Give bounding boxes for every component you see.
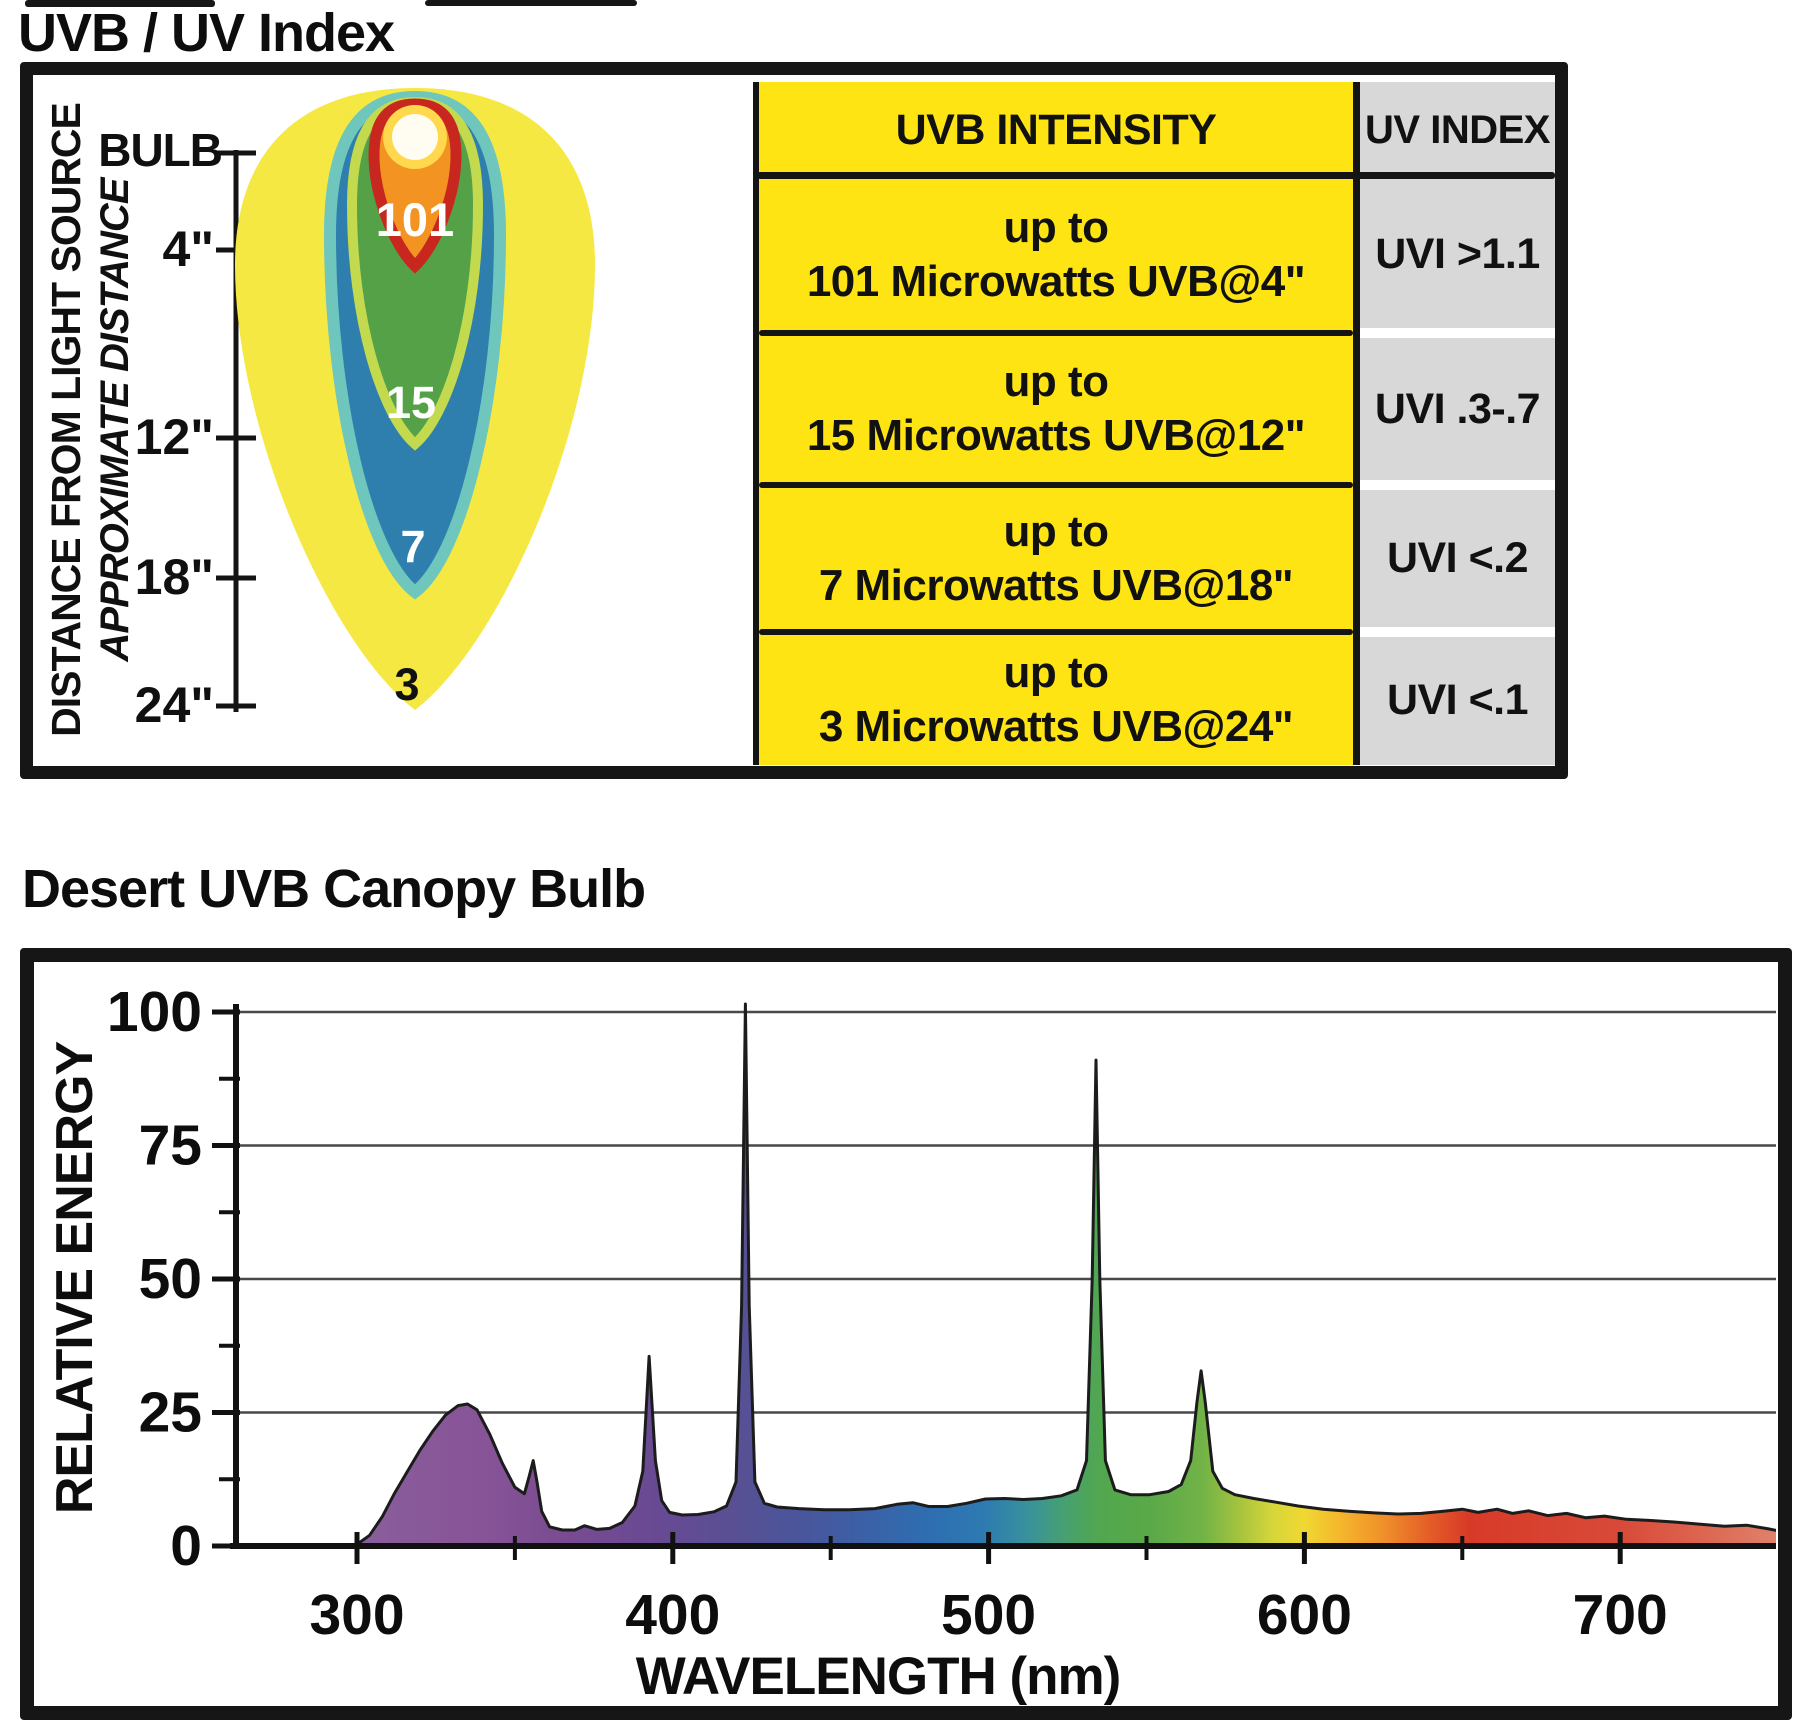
y-tick-label-0: 0 <box>170 1514 202 1578</box>
distance-label-18in: 18" <box>135 549 214 605</box>
spectrum-area <box>341 1004 1776 1546</box>
section1-title: UVB / UV Index <box>18 3 395 63</box>
row-4-line-2: 3 Microwatts UVB@24" <box>818 702 1294 751</box>
uv-index-column <box>1360 82 1555 765</box>
table-row-2-uvi: UVI .3-.7 <box>1374 384 1541 433</box>
table-row-4-uvi: UVI <.1 <box>1386 675 1529 724</box>
gray-cell-gap-1 <box>1360 328 1555 338</box>
distance-label-24in: 24" <box>135 677 214 733</box>
x-tick-label-400: 400 <box>625 1583 720 1647</box>
zone-value-7: 7 <box>400 521 425 572</box>
y-tick-label-50: 50 <box>139 1247 202 1311</box>
header-separator <box>757 172 1555 179</box>
uv-index-header: UV INDEX <box>1365 107 1550 152</box>
table-row-3-intensity: up to 7 Microwatts UVB@18" <box>764 488 1348 629</box>
row-2-line-2: 15 Microwatts UVB@12" <box>806 411 1306 460</box>
section2-title: Desert UVB Canopy Bulb <box>22 859 646 919</box>
zone-value-101: 101 <box>376 193 454 246</box>
row-2-line-1: up to <box>1003 357 1109 407</box>
table-row-1-uvi: UVI >1.1 <box>1375 230 1540 279</box>
spectrum-outline <box>341 1002 1776 1548</box>
gray-cell-gap-2 <box>1360 480 1555 490</box>
row-separator-1 <box>759 330 1353 336</box>
row-4-line-1: up to <box>1003 648 1109 698</box>
x-tick-label-700: 700 <box>1573 1583 1668 1647</box>
bulb-icon <box>392 114 438 160</box>
row-separator-2 <box>759 482 1353 488</box>
y-tick-label-25: 25 <box>139 1381 202 1445</box>
x-tick-label-600: 600 <box>1257 1583 1352 1647</box>
table-left-border <box>753 82 759 765</box>
chart-dynamic-layer: 0 25 50 75 100 300 400 500 600 700 <box>107 980 1776 1647</box>
y-tick-label-100: 100 <box>107 980 202 1044</box>
row-1-line-2: 101 Microwatts UVB@4" <box>806 256 1306 306</box>
x-tick-label-500: 500 <box>941 1583 1036 1647</box>
row-1-line-1: up to <box>1003 202 1109 252</box>
x-axis-title: WAVELENGTH (nm) <box>636 1647 1121 1706</box>
table-row-4-intensity: up to 3 Microwatts UVB@24" <box>764 635 1348 765</box>
table-row-3-uvi: UVI <.2 <box>1386 534 1529 583</box>
zone-value-15: 15 <box>386 377 436 428</box>
gray-cell-gap-3 <box>1360 627 1555 637</box>
y-axis-title: RELATIVE ENERGY <box>46 1042 104 1515</box>
row-separator-3 <box>759 629 1353 635</box>
table-column-divider <box>1353 82 1360 765</box>
uv-cone-diagram: DISTANCE FROM LIGHT SOURCE APPROXIMATE D… <box>43 88 595 737</box>
spectrum-chart: 0 25 50 75 100 300 400 500 600 700 RELATIVE ENERG… <box>46 980 1776 1706</box>
spectrum-panel-border <box>20 948 1792 1720</box>
table-row-2-intensity: up to 15 Microwatts UVB@12" <box>764 336 1348 482</box>
top-border-fragment-left <box>25 0 215 7</box>
distance-label-12in: 12" <box>135 409 214 465</box>
table-row-1-intensity: up to 101 Microwatts UVB@4" <box>764 179 1348 330</box>
uvb-intensity-column <box>759 82 1353 765</box>
y-tick-label-75: 75 <box>139 1114 202 1178</box>
uv-index-panel-border <box>20 62 1568 779</box>
row-3-line-1: up to <box>1003 506 1109 556</box>
bulb-axis-label: BULB <box>98 124 222 176</box>
zone-value-3: 3 <box>394 659 419 710</box>
top-border-fragment-right <box>425 0 637 6</box>
approximate-distance-label: APPROXIMATE DISTANCE <box>93 176 137 662</box>
row-3-line-2: 7 Microwatts UVB@18" <box>818 560 1294 610</box>
distance-label-4in: 4" <box>162 221 214 277</box>
distance-from-light-source-label: DISTANCE FROM LIGHT SOURCE <box>43 103 89 737</box>
uvb-intensity-header: UVB INTENSITY <box>895 105 1217 154</box>
x-tick-label-300: 300 <box>309 1583 404 1647</box>
